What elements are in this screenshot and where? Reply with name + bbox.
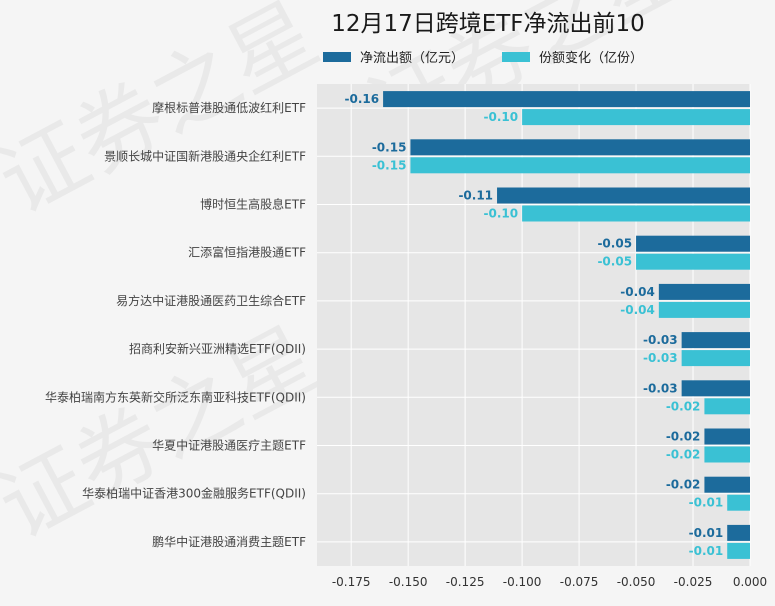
share-change-bar xyxy=(658,301,750,318)
share-change-bar xyxy=(727,494,750,511)
share-change-bar xyxy=(704,398,750,415)
category-label: 华泰柏瑞南方东英新交所泛东南亚科技ETF(QDII) xyxy=(45,389,306,404)
net-outflow-data-label: -0.03 xyxy=(643,333,678,347)
share-change-bar xyxy=(522,205,750,222)
category-label: 景顺长城中证国新港股通央企红利ETF xyxy=(104,148,306,163)
share-change-data-label: -0.10 xyxy=(484,110,519,124)
net-outflow-data-label: -0.03 xyxy=(643,381,678,395)
net-outflow-bar xyxy=(681,380,750,397)
net-outflow-bar xyxy=(383,91,750,108)
x-tick-labels: -0.175 -0.150 -0.125 -0.100 -0.075 -0.050 -0.0… xyxy=(332,575,767,589)
net-outflow-bar xyxy=(658,283,750,300)
net-outflow-bar xyxy=(727,524,750,541)
share-change-legend-swatch xyxy=(502,52,530,62)
category-label: 汇添富恒指港股通ETF xyxy=(188,245,306,260)
x-tick-label: -0.050 xyxy=(617,575,656,589)
share-change-bar xyxy=(410,157,750,174)
share-change-data-label: -0.15 xyxy=(372,158,407,172)
x-tick-label: -0.125 xyxy=(446,575,485,589)
category-label: 鹏华中证港股通消费主题ETF xyxy=(152,534,306,549)
x-tick-label: 0.000 xyxy=(733,575,767,589)
x-tick-label: -0.100 xyxy=(503,575,542,589)
share-change-legend-label: 份额变化（亿份） xyxy=(539,50,643,66)
share-change-bar xyxy=(636,253,750,270)
net-outflow-data-label: -0.05 xyxy=(597,237,632,251)
net-outflow-data-label: -0.16 xyxy=(344,92,379,106)
share-change-bar xyxy=(681,350,750,367)
chart-title: 12月17日跨境ETF净流出前10 xyxy=(331,11,645,37)
share-change-data-label: -0.02 xyxy=(666,448,701,462)
category-label: 易方达中证港股通医药卫生综合ETF xyxy=(116,293,306,308)
data-labels: -0.16 -0.10 -0.15 -0.15 -0.11 -0.10 -0.05 -0.05… xyxy=(344,92,723,558)
net-outflow-data-label: -0.15 xyxy=(372,140,407,154)
net-outflow-data-label: -0.02 xyxy=(666,478,701,492)
net-outflow-data-label: -0.02 xyxy=(666,430,701,444)
net-outflow-data-label: -0.11 xyxy=(458,189,493,203)
x-tick-label: -0.075 xyxy=(560,575,599,589)
net-outflow-data-label: -0.04 xyxy=(620,285,655,299)
share-change-data-label: -0.01 xyxy=(689,544,724,558)
net-outflow-bar xyxy=(704,476,750,493)
net-outflow-data-label: -0.01 xyxy=(689,526,724,540)
category-label: 摩根标普港股通低波红利ETF xyxy=(152,100,306,115)
bars xyxy=(383,91,750,559)
legend: 净流出额（亿元） 份额变化（亿份） xyxy=(323,50,643,66)
share-change-bar xyxy=(704,446,750,463)
net-outflow-legend-swatch xyxy=(323,52,351,62)
share-change-data-label: -0.10 xyxy=(484,207,519,221)
x-tick-label: -0.175 xyxy=(332,575,371,589)
x-tick-label: -0.150 xyxy=(389,575,428,589)
net-outflow-bar xyxy=(410,139,750,156)
net-outflow-bar xyxy=(636,235,750,252)
category-label: 华泰柏瑞中证香港300金融服务ETF(QDII) xyxy=(82,486,306,501)
category-label: 招商利安新兴亚洲精选ETF(QDII) xyxy=(129,341,306,356)
net-outflow-bar xyxy=(681,332,750,349)
share-change-data-label: -0.02 xyxy=(666,399,701,413)
category-label: 华夏中证港股通医疗主题ETF xyxy=(152,438,306,453)
share-change-data-label: -0.03 xyxy=(643,351,678,365)
share-change-data-label: -0.05 xyxy=(597,255,632,269)
share-change-bar xyxy=(522,109,750,126)
share-change-data-label: -0.04 xyxy=(620,303,655,317)
x-tick-label: -0.025 xyxy=(674,575,713,589)
category-labels: 摩根标普港股通低波红利ETF 景顺长城中证国新港股通央企红利ETF 博时恒生高股息E… xyxy=(45,100,306,549)
net-outflow-legend-label: 净流出额（亿元） xyxy=(360,51,464,66)
share-change-bar xyxy=(727,542,750,559)
net-outflow-bar xyxy=(704,428,750,445)
category-label: 博时恒生高股息ETF xyxy=(200,197,306,212)
share-change-data-label: -0.01 xyxy=(689,496,724,510)
net-outflow-bar xyxy=(497,187,750,204)
